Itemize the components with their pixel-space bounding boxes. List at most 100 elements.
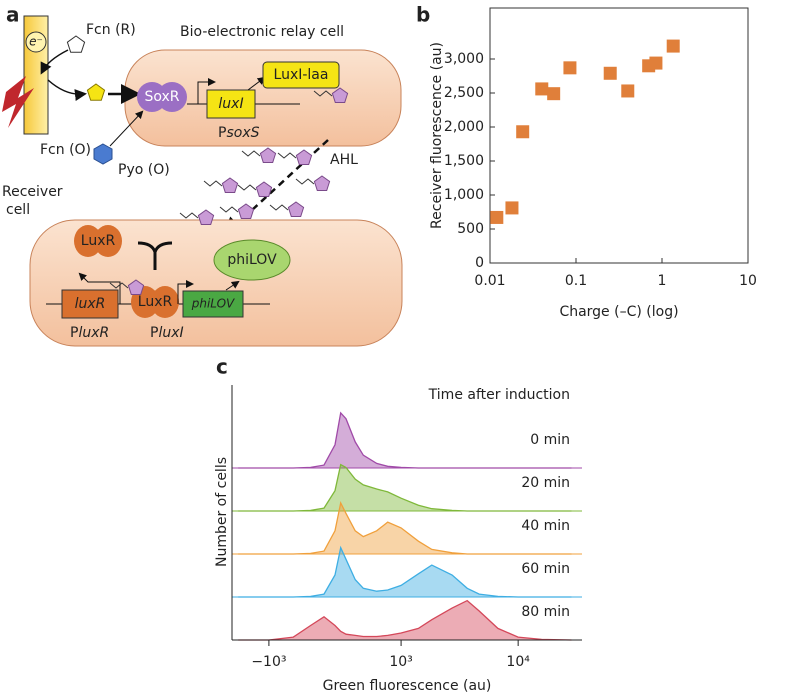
- electron-label: e⁻: [29, 35, 43, 49]
- arrow: [78, 272, 121, 304]
- soxr-shape: [157, 82, 187, 112]
- data-point: [666, 39, 680, 53]
- histogram-line: [238, 411, 572, 469]
- lightning: [2, 76, 34, 128]
- ahl-shape: [331, 87, 349, 103]
- x-tick-label: 10: [739, 273, 757, 289]
- receiver-label: Receiver: [2, 184, 63, 200]
- fcn-o-shape: [86, 83, 106, 101]
- philov-gene-label: phiLOV: [191, 297, 235, 311]
- y-axis-label: Number of cells: [214, 457, 230, 567]
- fcn-r-shape: [66, 35, 86, 53]
- soxr-label: SoxR: [144, 89, 179, 105]
- luxr-gene-label: luxR: [75, 296, 106, 312]
- ahl-tail: [219, 206, 239, 213]
- histogram-area: [238, 412, 572, 468]
- data-point: [535, 82, 549, 96]
- ahl-shape: [221, 177, 239, 193]
- ahl-label: AHL: [330, 152, 358, 168]
- y-tick-label: 3,000: [444, 51, 484, 67]
- ahl-shape: [237, 203, 255, 219]
- series-label: 20 min: [521, 475, 570, 491]
- data-point: [547, 87, 561, 101]
- data-point: [649, 56, 663, 70]
- y-tick-label: 2,000: [444, 119, 484, 135]
- arrow: [109, 110, 144, 147]
- y-tick-label: 1,500: [444, 153, 484, 169]
- series-label: 60 min: [521, 561, 570, 577]
- ahl-shape: [259, 147, 277, 163]
- ahl-tail: [237, 184, 257, 191]
- panel-label: c: [216, 355, 228, 379]
- receiver-label: cell: [6, 202, 30, 218]
- diagram-panel: a e⁻ Fcn (R) Bio-electronic relay cell S…: [2, 3, 403, 347]
- histogram-area: [238, 464, 572, 511]
- fcn-r-label: Fcn (R): [86, 22, 136, 38]
- ahl-tail: [295, 178, 315, 185]
- data-point: [563, 61, 577, 75]
- luxr-label: LuxR: [81, 233, 116, 249]
- luxr-shape: [94, 225, 122, 257]
- histogram-area: [238, 503, 572, 554]
- ahl-shape: [295, 149, 313, 165]
- inhibition: [137, 241, 173, 270]
- arrow: [47, 79, 87, 101]
- x-tick-label: 1: [658, 273, 667, 289]
- data-point: [516, 125, 530, 139]
- ahl-tail: [277, 152, 297, 159]
- promoter-gene: luxI: [158, 325, 183, 341]
- panel-label: a: [6, 3, 20, 27]
- x-tick-label: −10³: [251, 654, 286, 670]
- ahl-tail: [313, 90, 333, 97]
- luxr-shape: [74, 225, 102, 257]
- promoter-prefix: P: [218, 125, 226, 141]
- electron-circle: [25, 31, 47, 53]
- x-axis-label: Green fluorescence (au): [323, 678, 492, 694]
- histogram-area: [238, 600, 572, 640]
- histogram-line: [238, 545, 572, 598]
- series-label: 40 min: [521, 518, 570, 534]
- receiver-cell: [29, 219, 403, 347]
- ahl-tail: [269, 204, 289, 211]
- promoter-gene: soxS: [226, 125, 259, 141]
- luxi-laa-box: [262, 61, 340, 89]
- ahl-tail: [241, 150, 261, 157]
- arrow: [247, 76, 266, 91]
- pyo-label: Pyo (O): [118, 162, 170, 178]
- x-tick-label: 10³: [389, 654, 412, 670]
- histogram-line: [238, 463, 572, 512]
- philov-protein-shape: [213, 239, 291, 281]
- pyo-shape: [93, 143, 113, 165]
- promoter-label: PluxR: [70, 325, 109, 341]
- legend-title: Time after induction: [428, 387, 570, 403]
- ahl-tail: [109, 282, 129, 289]
- histogram-line: [238, 599, 572, 641]
- x-tick-label: 0.1: [565, 273, 587, 289]
- ahl-shape: [255, 181, 273, 197]
- arrow: [197, 78, 216, 104]
- promoter-label: PsoxS: [218, 125, 260, 141]
- plot-frame: [489, 7, 749, 264]
- promoter-prefix: P: [70, 325, 78, 341]
- ahl-tail: [203, 180, 223, 187]
- luxr-shape: [151, 286, 179, 318]
- fcn-o-label: Fcn (O): [40, 142, 91, 158]
- x-axis-label: Charge (–C) (log): [559, 304, 678, 320]
- luxr-gene-box: [61, 289, 119, 319]
- promoter-label: PluxI: [150, 325, 184, 341]
- ahl-tail: [179, 212, 199, 219]
- ahl-shape: [127, 279, 145, 295]
- x-tick-label: 10⁴: [506, 654, 530, 670]
- arrow: [40, 49, 69, 75]
- ahl-shape: [287, 201, 305, 217]
- philov-protein-label: phiLOV: [227, 252, 277, 268]
- luxi-gene-label: luxI: [218, 96, 243, 112]
- relay-cell-title: Bio-electronic relay cell: [180, 24, 344, 40]
- philov-gene-box: [182, 290, 244, 318]
- histogram-area: [238, 547, 572, 597]
- luxi-laa-label: LuxI-laa: [274, 67, 329, 83]
- arrow: [225, 280, 240, 291]
- data-point: [621, 84, 635, 98]
- histogram-line: [238, 501, 572, 555]
